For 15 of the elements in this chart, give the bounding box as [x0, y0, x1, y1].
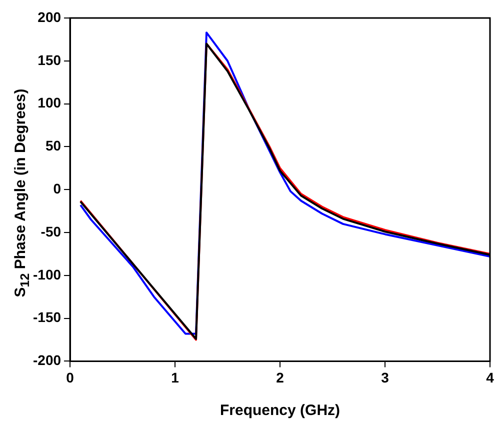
x-tick-label: 3: [381, 369, 390, 386]
x-tick-label: 4: [486, 369, 494, 386]
x-axis-title: Frequency (GHz): [220, 402, 340, 420]
y-tick-label: 0: [53, 180, 62, 196]
y-tick-label: -100: [32, 266, 62, 282]
y-tick-label: -50: [40, 223, 62, 240]
y-tick-label: 100: [38, 94, 62, 111]
y-tick-label: -150: [32, 309, 62, 326]
y-tick-label: 50: [45, 138, 62, 154]
x-tick-label: 1: [171, 369, 180, 386]
x-tick-label: 2: [276, 369, 284, 386]
x-tick-label: 0: [66, 369, 74, 386]
y-tick-label: 150: [38, 52, 62, 68]
y-tick-label: -200: [32, 352, 62, 368]
y-tick-label: 200: [38, 8, 62, 25]
